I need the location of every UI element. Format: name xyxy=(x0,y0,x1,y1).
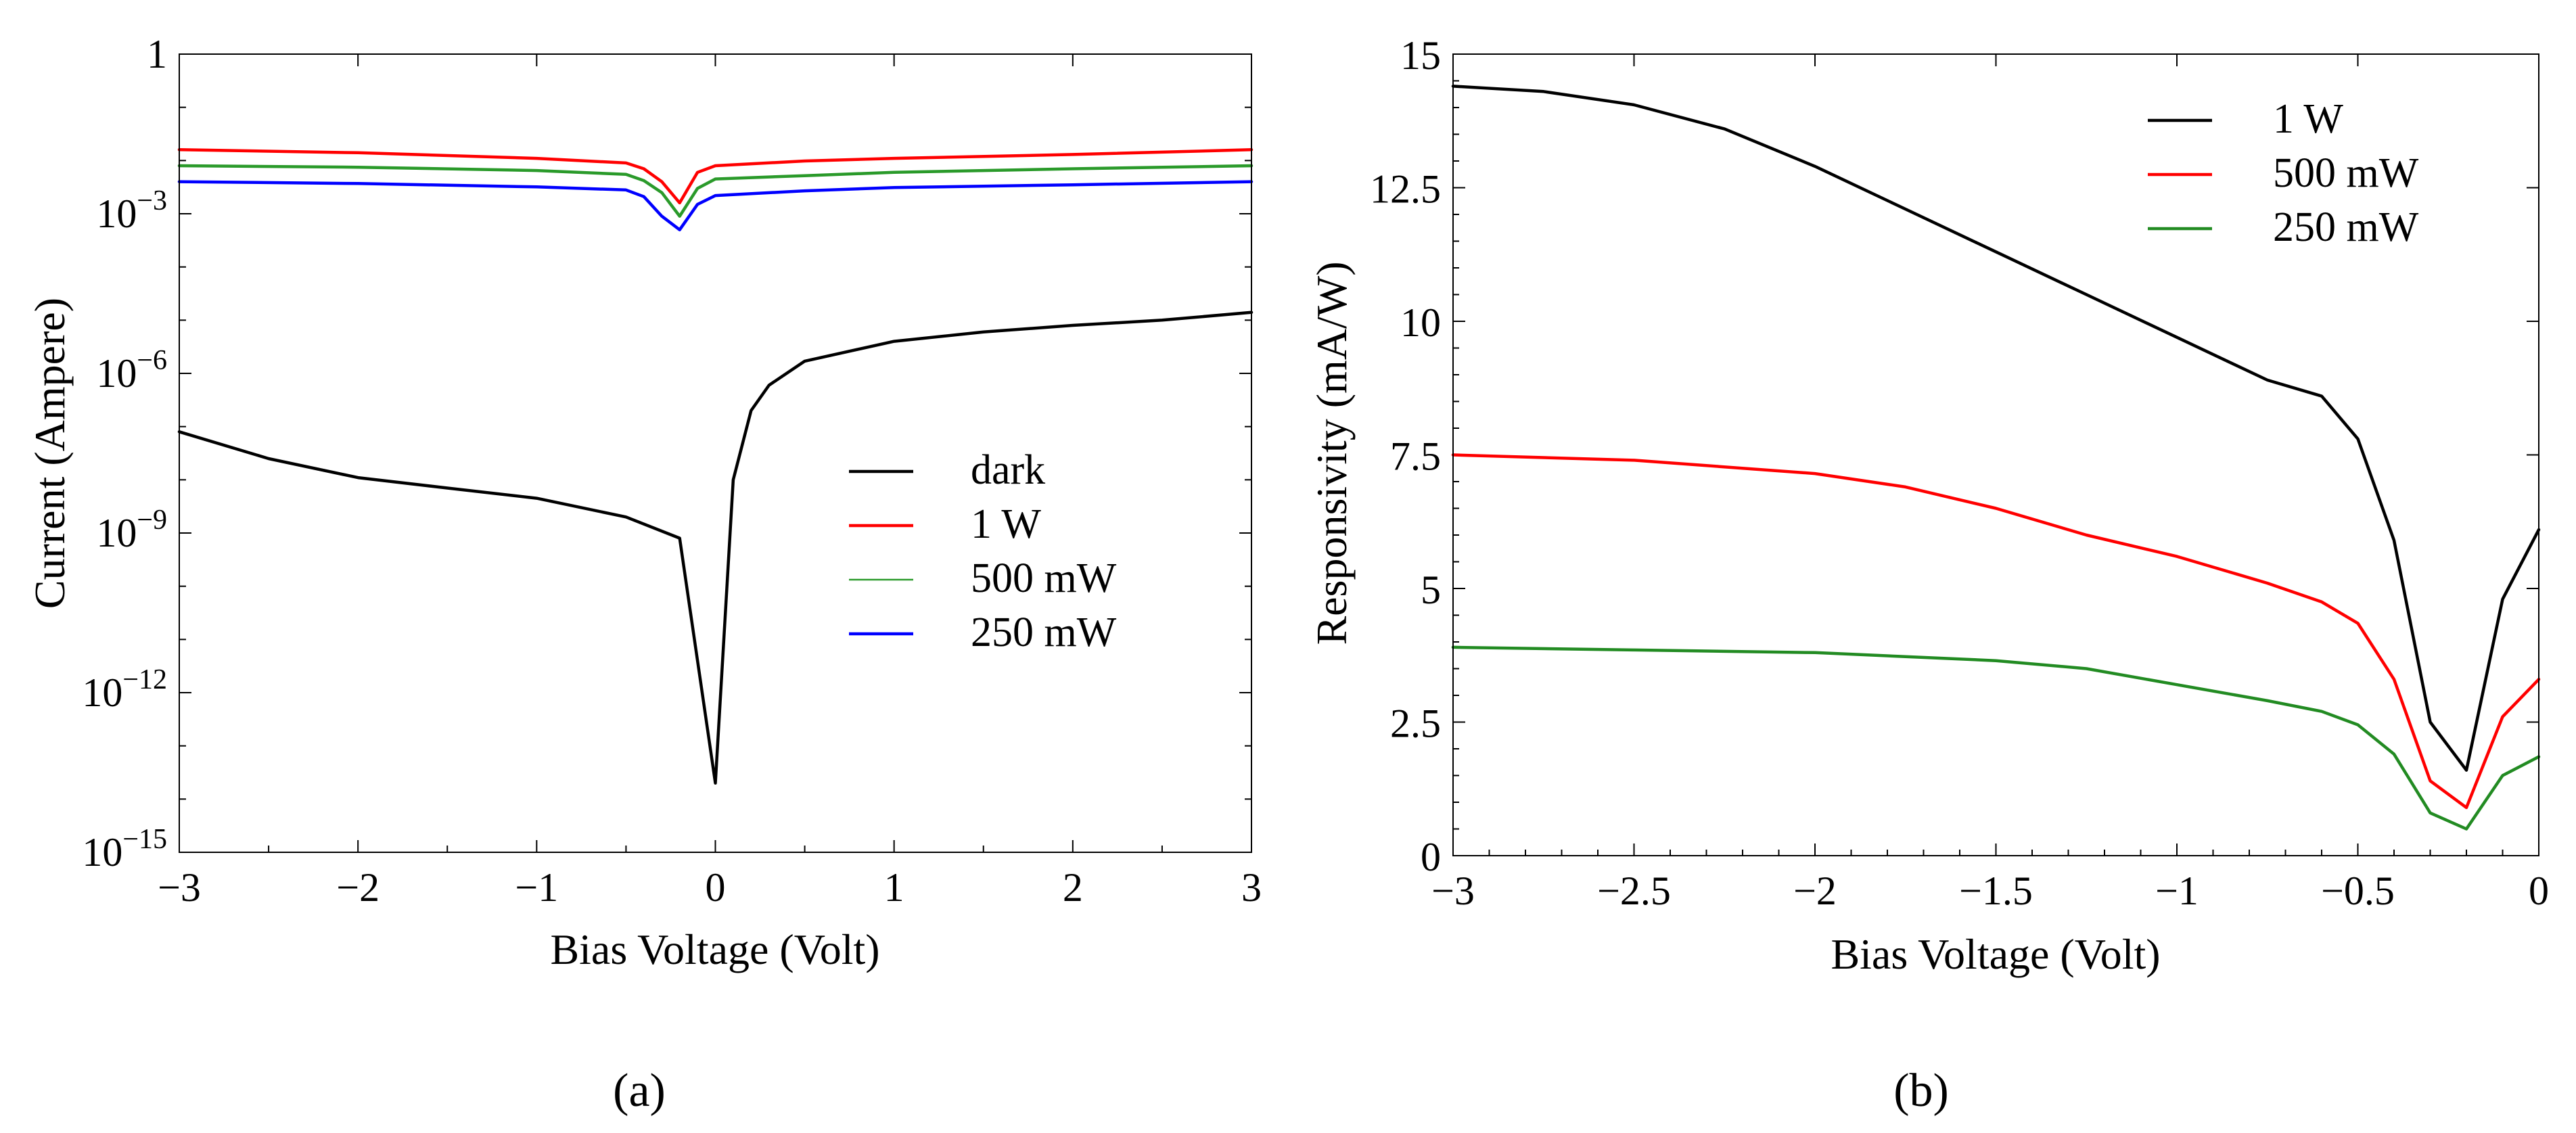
chart-b-y-tick-label: 10 xyxy=(1400,300,1441,345)
chart-a-y-tick-label: 10−3 xyxy=(96,185,167,236)
chart-b-x-axis-label: Bias Voltage (Volt) xyxy=(1831,930,2160,978)
chart-a-legend-label: 250 mW xyxy=(971,609,1117,655)
chart-a-x-tick-label: −1 xyxy=(515,865,558,910)
chart-a: −3 −2 −1 0 1 2 3 1 10−3 10−6 10−9 10−12 10−15 Bias V… xyxy=(26,32,1262,1117)
chart-b-y-tick-label: 0 xyxy=(1421,835,1441,879)
chart-a-x-tick-label: 3 xyxy=(1241,865,1262,910)
chart-a-y-tick-label: 10−9 xyxy=(96,505,167,555)
chart-b-panel-label: (b) xyxy=(1893,1065,1949,1117)
chart-b-x-tick-label: −1.5 xyxy=(1959,869,2033,913)
chart-a-legend-label: 1 W xyxy=(971,501,1041,547)
chart-a-series-1-w xyxy=(177,148,1254,205)
chart-a-legend: dark 1 W 500 mW 250 mW xyxy=(849,447,1117,655)
chart-a-y-tick-label: 10−6 xyxy=(96,345,167,396)
chart-b-x-tick-label: −3 xyxy=(1431,869,1475,913)
chart-b-series-1-w xyxy=(1451,85,2541,772)
chart-b-y-tick-label: 5 xyxy=(1421,568,1441,612)
chart-a-y-tick-label: 10−15 xyxy=(82,824,167,875)
chart-a-x-tick-label: 1 xyxy=(884,865,904,910)
chart-b-y-axis-label: Responsivity (mA/W) xyxy=(1308,261,1356,645)
chart-b-legend: 1 W 500 mW 250 mW xyxy=(2148,96,2419,250)
chart-b-legend-label: 1 W xyxy=(2273,96,2343,142)
chart-a-x-tick-label: −2 xyxy=(336,865,380,910)
chart-a-panel-label: (a) xyxy=(613,1065,666,1117)
chart-b-x-tick-label: −1 xyxy=(2155,869,2199,913)
chart-a-legend-label: 500 mW xyxy=(971,555,1117,601)
chart-b-x-tick-label: −2 xyxy=(1793,869,1837,913)
chart-b-y-tick-label: 15 xyxy=(1400,33,1441,78)
chart-a-x-tick-label: 2 xyxy=(1063,865,1083,910)
chart-a-series-500-mw xyxy=(177,164,1254,218)
chart-a-series-dark xyxy=(177,310,1254,785)
chart-b-x-tick-label: −0.5 xyxy=(2321,869,2395,913)
chart-b-x-tick-label: −2.5 xyxy=(1597,869,1671,913)
chart-a-y-axis-label: Current (Ampere) xyxy=(26,298,74,609)
chart-a-x-axis-label: Bias Voltage (Volt) xyxy=(550,925,879,973)
chart-b-y-tick-label: 12.5 xyxy=(1370,167,1441,212)
chart-b-legend-label: 250 mW xyxy=(2273,204,2419,250)
chart-b-x-tick-label: 0 xyxy=(2529,869,2549,913)
chart-a-series-250-mw xyxy=(177,180,1254,231)
chart-a-x-tick-label: −3 xyxy=(158,865,201,910)
chart-b-y-tick-label: 7.5 xyxy=(1390,434,1441,479)
chart-a-y-tick-label: 1 xyxy=(147,32,167,76)
chart-a-legend-label: dark xyxy=(971,447,1045,493)
chart-a-x-tick-label: 0 xyxy=(706,865,726,910)
chart-b-series-500-mw xyxy=(1451,453,2541,810)
chart-b-series-250-mw xyxy=(1451,645,2541,831)
chart-b: −3 −2.5 −2 −1.5 −1 −0.5 0 0 2.5 5 7.5 10 12.5 15 Bias… xyxy=(1308,33,2549,1117)
chart-b-legend-label: 500 mW xyxy=(2273,150,2419,196)
chart-b-y-tick-label: 2.5 xyxy=(1390,701,1441,746)
chart-a-plot-frame xyxy=(179,53,1252,853)
chart-b-plot-frame xyxy=(1452,53,2539,856)
chart-a-y-tick-label: 10−12 xyxy=(82,664,167,715)
